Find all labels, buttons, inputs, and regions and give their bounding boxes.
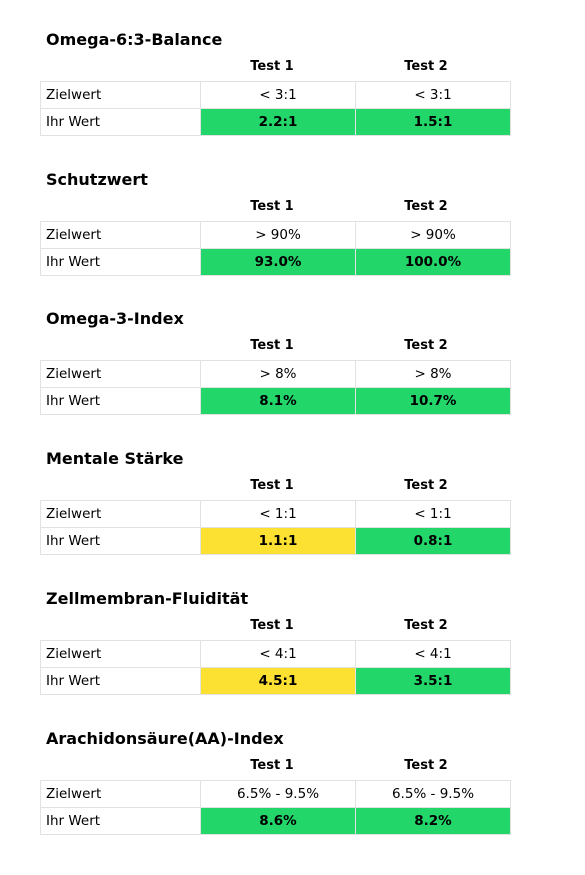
- result-test-2: 10.7%: [355, 387, 511, 415]
- result-test-2: 0.8:1: [355, 527, 511, 555]
- target-test-1: < 3:1: [200, 81, 356, 109]
- target-row: Zielwert < 4:1 < 4:1: [40, 640, 511, 668]
- target-test-2: < 3:1: [355, 81, 511, 109]
- row-label-yours: Ihr Wert: [40, 248, 201, 276]
- column-header-test-2: Test 2: [404, 618, 448, 633]
- row-label-target: Zielwert: [40, 500, 201, 528]
- results-table: Zielwert < 3:1 < 3:1 Ihr Wert 2.2:1 1.5:…: [40, 81, 511, 136]
- target-test-1: > 8%: [200, 360, 356, 388]
- result-test-1: 8.1%: [200, 387, 356, 415]
- results-table: Zielwert < 1:1 < 1:1 Ihr Wert 1.1:1 0.8:…: [40, 500, 511, 555]
- section-title: Omega-3-Index: [46, 309, 184, 328]
- column-header-test-2: Test 2: [404, 758, 448, 773]
- results-table: Zielwert > 90% > 90% Ihr Wert 93.0% 100.…: [40, 221, 511, 276]
- target-test-2: 6.5% - 9.5%: [355, 780, 511, 808]
- row-label-yours: Ihr Wert: [40, 108, 201, 136]
- result-test-2: 100.0%: [355, 248, 511, 276]
- result-row: Ihr Wert 1.1:1 0.8:1: [40, 527, 511, 555]
- results-table: Zielwert > 8% > 8% Ihr Wert 8.1% 10.7%: [40, 360, 511, 415]
- target-row: Zielwert < 1:1 < 1:1: [40, 500, 511, 528]
- result-row: Ihr Wert 8.6% 8.2%: [40, 807, 511, 835]
- result-row: Ihr Wert 8.1% 10.7%: [40, 387, 511, 415]
- row-label-yours: Ihr Wert: [40, 807, 201, 835]
- target-test-2: < 4:1: [355, 640, 511, 668]
- result-row: Ihr Wert 4.5:1 3.5:1: [40, 667, 511, 695]
- target-test-1: 6.5% - 9.5%: [200, 780, 356, 808]
- results-table: Zielwert < 4:1 < 4:1 Ihr Wert 4.5:1 3.5:…: [40, 640, 511, 695]
- result-test-1: 1.1:1: [200, 527, 356, 555]
- result-test-2: 1.5:1: [355, 108, 511, 136]
- row-label-target: Zielwert: [40, 221, 201, 249]
- row-label-yours: Ihr Wert: [40, 387, 201, 415]
- section-title: Arachidonsäure(AA)-Index: [46, 729, 284, 748]
- row-label-target: Zielwert: [40, 81, 201, 109]
- result-row: Ihr Wert 93.0% 100.0%: [40, 248, 511, 276]
- row-label-target: Zielwert: [40, 640, 201, 668]
- target-row: Zielwert < 3:1 < 3:1: [40, 81, 511, 109]
- column-header-test-1: Test 1: [250, 338, 294, 353]
- column-header-test-1: Test 1: [250, 199, 294, 214]
- section-title: Zellmembran-Fluidität: [46, 589, 249, 608]
- result-test-2: 8.2%: [355, 807, 511, 835]
- result-test-1: 93.0%: [200, 248, 356, 276]
- target-row: Zielwert > 90% > 90%: [40, 221, 511, 249]
- row-label-target: Zielwert: [40, 780, 201, 808]
- target-row: Zielwert 6.5% - 9.5% 6.5% - 9.5%: [40, 780, 511, 808]
- row-label-yours: Ihr Wert: [40, 527, 201, 555]
- column-header-test-2: Test 2: [404, 338, 448, 353]
- row-label-target: Zielwert: [40, 360, 201, 388]
- target-test-2: > 8%: [355, 360, 511, 388]
- section-title: Schutzwert: [46, 170, 148, 189]
- row-label-yours: Ihr Wert: [40, 667, 201, 695]
- column-header-test-2: Test 2: [404, 199, 448, 214]
- target-test-1: > 90%: [200, 221, 356, 249]
- column-header-test-1: Test 1: [250, 758, 294, 773]
- target-test-1: < 1:1: [200, 500, 356, 528]
- column-header-test-1: Test 1: [250, 59, 294, 74]
- column-header-test-1: Test 1: [250, 618, 294, 633]
- target-test-2: < 1:1: [355, 500, 511, 528]
- target-test-1: < 4:1: [200, 640, 356, 668]
- section-title: Mentale Stärke: [46, 449, 184, 468]
- result-test-1: 8.6%: [200, 807, 356, 835]
- result-row: Ihr Wert 2.2:1 1.5:1: [40, 108, 511, 136]
- results-table: Zielwert 6.5% - 9.5% 6.5% - 9.5% Ihr Wer…: [40, 780, 511, 835]
- result-test-1: 2.2:1: [200, 108, 356, 136]
- section-title: Omega-6:3-Balance: [46, 30, 223, 49]
- target-test-2: > 90%: [355, 221, 511, 249]
- result-test-2: 3.5:1: [355, 667, 511, 695]
- column-header-test-2: Test 2: [404, 59, 448, 74]
- target-row: Zielwert > 8% > 8%: [40, 360, 511, 388]
- result-test-1: 4.5:1: [200, 667, 356, 695]
- column-header-test-2: Test 2: [404, 478, 448, 493]
- column-header-test-1: Test 1: [250, 478, 294, 493]
